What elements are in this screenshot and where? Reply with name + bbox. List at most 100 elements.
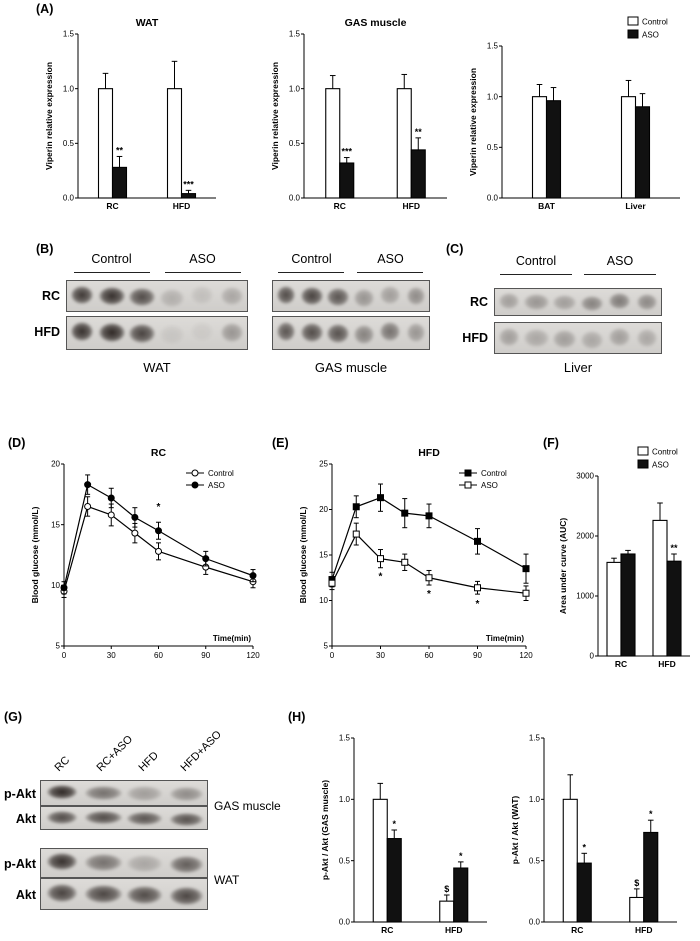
svg-text:1.5: 1.5 [339, 734, 351, 743]
panel-f-label: (F) [543, 436, 559, 450]
svg-text:2000: 2000 [576, 532, 594, 541]
blot-band [406, 286, 426, 305]
svg-text:RC: RC [615, 659, 627, 669]
blot-band [524, 328, 549, 347]
svg-text:p-Akt / Akt (WAT): p-Akt / Akt (WAT) [510, 796, 520, 865]
svg-text:30: 30 [376, 651, 385, 660]
svg-text:1.5: 1.5 [529, 734, 541, 743]
svg-text:25: 25 [319, 460, 328, 469]
blot-band [552, 329, 576, 348]
blot-strip-akt-wat [40, 878, 208, 910]
blot-strip-liver-rc [494, 288, 662, 316]
svg-text:1000: 1000 [576, 592, 594, 601]
chart-svg: 0.0 0.5 1.0 1.5 Viperin relative expression B… [468, 16, 680, 211]
blot-band [169, 886, 203, 905]
svg-text:Viperin relative expression: Viperin relative expression [468, 68, 478, 176]
chart-svg: 0 1000 2000 3000 Area under curve (AUC) RC HFD… [558, 446, 690, 669]
svg-text:*: * [392, 819, 396, 829]
blot-row-label-hfd: HFD [34, 325, 60, 339]
svg-text:Time(min): Time(min) [486, 634, 524, 643]
svg-text:0.0: 0.0 [529, 918, 541, 927]
blot-strip-wat-rc [66, 280, 248, 312]
svg-text:1.5: 1.5 [487, 42, 499, 51]
svg-text:***: *** [341, 147, 352, 157]
svg-text:Liver: Liver [625, 201, 646, 211]
svg-text:Control: Control [652, 448, 678, 457]
blot-band [169, 787, 203, 802]
svg-text:RC: RC [334, 201, 346, 211]
blot-band [552, 294, 576, 311]
blot-band [160, 288, 184, 307]
blot-band [327, 287, 349, 306]
blot-band [406, 323, 426, 343]
blot-band [127, 855, 163, 872]
blot-strip-gas-hfd [272, 316, 430, 350]
blot-row-label-rc: RC [41, 289, 60, 303]
svg-text:Control: Control [481, 469, 507, 478]
panel-d-label: (D) [8, 436, 26, 450]
blot-band [498, 293, 519, 309]
svg-text:120: 120 [519, 651, 533, 660]
blot-band [129, 324, 155, 344]
chart-viperin-wat: 0.0 0.5 1.0 1.5 Viperin relative expression W… [42, 14, 222, 214]
svg-text:20: 20 [51, 460, 60, 469]
svg-text:0.0: 0.0 [339, 918, 351, 927]
panel-g-label: (G) [4, 710, 23, 724]
svg-text:0: 0 [62, 651, 67, 660]
svg-text:15: 15 [319, 551, 328, 560]
panel-a-label: (A) [36, 2, 54, 16]
blot-band [580, 295, 603, 312]
blot-band [300, 286, 324, 305]
blot-band [380, 285, 400, 304]
svg-text:10: 10 [51, 581, 60, 590]
blot-strip-liver-hfd [494, 322, 662, 354]
blot-band [169, 812, 203, 826]
blot-band [46, 853, 77, 871]
svg-text:20: 20 [319, 505, 328, 514]
svg-text:Blood glucose (mmol/L): Blood glucose (mmol/L) [30, 506, 40, 603]
svg-text:*: * [582, 842, 586, 852]
lane-group-line [357, 272, 423, 273]
svg-text:Control: Control [208, 469, 234, 478]
svg-text:HFD: HFD [418, 447, 440, 459]
blot-band [221, 323, 243, 343]
svg-text:0.0: 0.0 [289, 194, 301, 203]
blot-band [84, 884, 122, 903]
svg-text:1.5: 1.5 [63, 30, 75, 39]
blot-band [276, 322, 296, 342]
blot-band [190, 285, 214, 304]
chart-auc: 0 1000 2000 3000 Area under curve (AUC) RC HFD… [556, 444, 696, 672]
blot-band [160, 325, 184, 345]
blot-band [98, 323, 126, 343]
blot-lane-label-hfd: HFD [136, 749, 161, 774]
blot-band [84, 811, 122, 825]
blot-band [608, 327, 630, 346]
chart-gtt-hfd: 5 10 15 20 25 Blood glucose (mmol/L) HFD 0 30 60 9… [296, 444, 536, 672]
blot-band [524, 293, 549, 310]
svg-text:5: 5 [324, 642, 329, 651]
chart-svg: 5 10 15 20 25 Blood glucose (mmol/L) HFD 0 30 60 9… [298, 447, 533, 660]
svg-text:1.0: 1.0 [289, 84, 301, 93]
blot-band [498, 327, 519, 346]
svg-text:0.0: 0.0 [487, 194, 499, 203]
blot-row-label-pakt: p-Akt [4, 857, 36, 871]
blot-band [221, 286, 243, 305]
svg-text:0.5: 0.5 [529, 856, 541, 865]
panel-b-label: (B) [36, 242, 54, 256]
chart-svg: 0.0 0.5 1.0 1.5 p-Akt / Akt (GAS muscle) RC * H… [320, 734, 487, 935]
svg-text:ASO: ASO [642, 31, 659, 40]
svg-text:$: $ [444, 884, 449, 894]
svg-text:RC: RC [381, 925, 393, 935]
svg-text:Viperin relative expression: Viperin relative expression [270, 62, 280, 170]
blot-strip-wat-hfd [66, 316, 248, 350]
svg-text:*: * [476, 599, 480, 610]
svg-text:*: * [379, 572, 383, 583]
blot-band [127, 811, 163, 826]
blot-row-label-hfd: HFD [462, 331, 488, 345]
svg-text:*: * [459, 851, 463, 861]
blot-band [84, 854, 122, 872]
lane-group-label-aso: ASO [189, 252, 216, 266]
chart-svg: 5 10 15 20 Blood glucose (mmol/L) RC 0 30 60 90 12… [30, 447, 260, 660]
blot-band [190, 322, 214, 342]
blot-strip-pakt-wat [40, 848, 208, 878]
